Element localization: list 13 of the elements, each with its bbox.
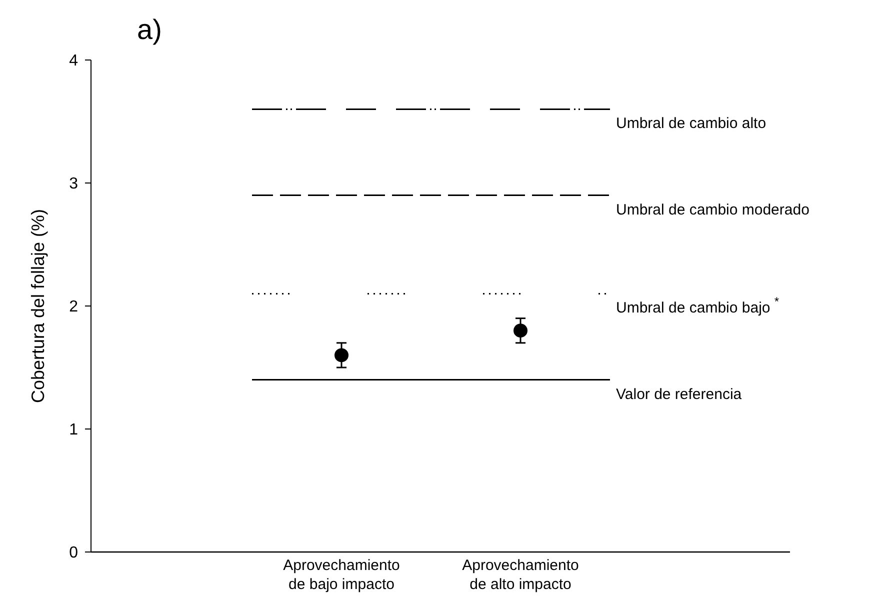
y-tick-label: 3	[69, 176, 78, 193]
ref-line-label: Valor de referencia	[616, 386, 742, 403]
y-tick-label: 2	[69, 298, 78, 316]
y-tick-label: 1	[69, 422, 78, 439]
ref-line-label: Umbral de cambio bajo $^{*}$	[616, 294, 780, 317]
y-tick-label: 0	[69, 544, 78, 562]
x-tick-label: Aprovechamiento de bajo impacto	[283, 557, 400, 593]
y-tick-label: 4	[69, 52, 78, 70]
ref-line-label: Umbral de cambio moderado	[616, 201, 810, 218]
ref-line-label: Umbral de cambio alto	[616, 115, 766, 132]
chart-title: a)	[137, 14, 162, 45]
x-tick-label: Aprovechamiento de alto impacto	[462, 557, 579, 593]
y-axis-title: Cobertura del follaje (%)	[28, 208, 48, 404]
